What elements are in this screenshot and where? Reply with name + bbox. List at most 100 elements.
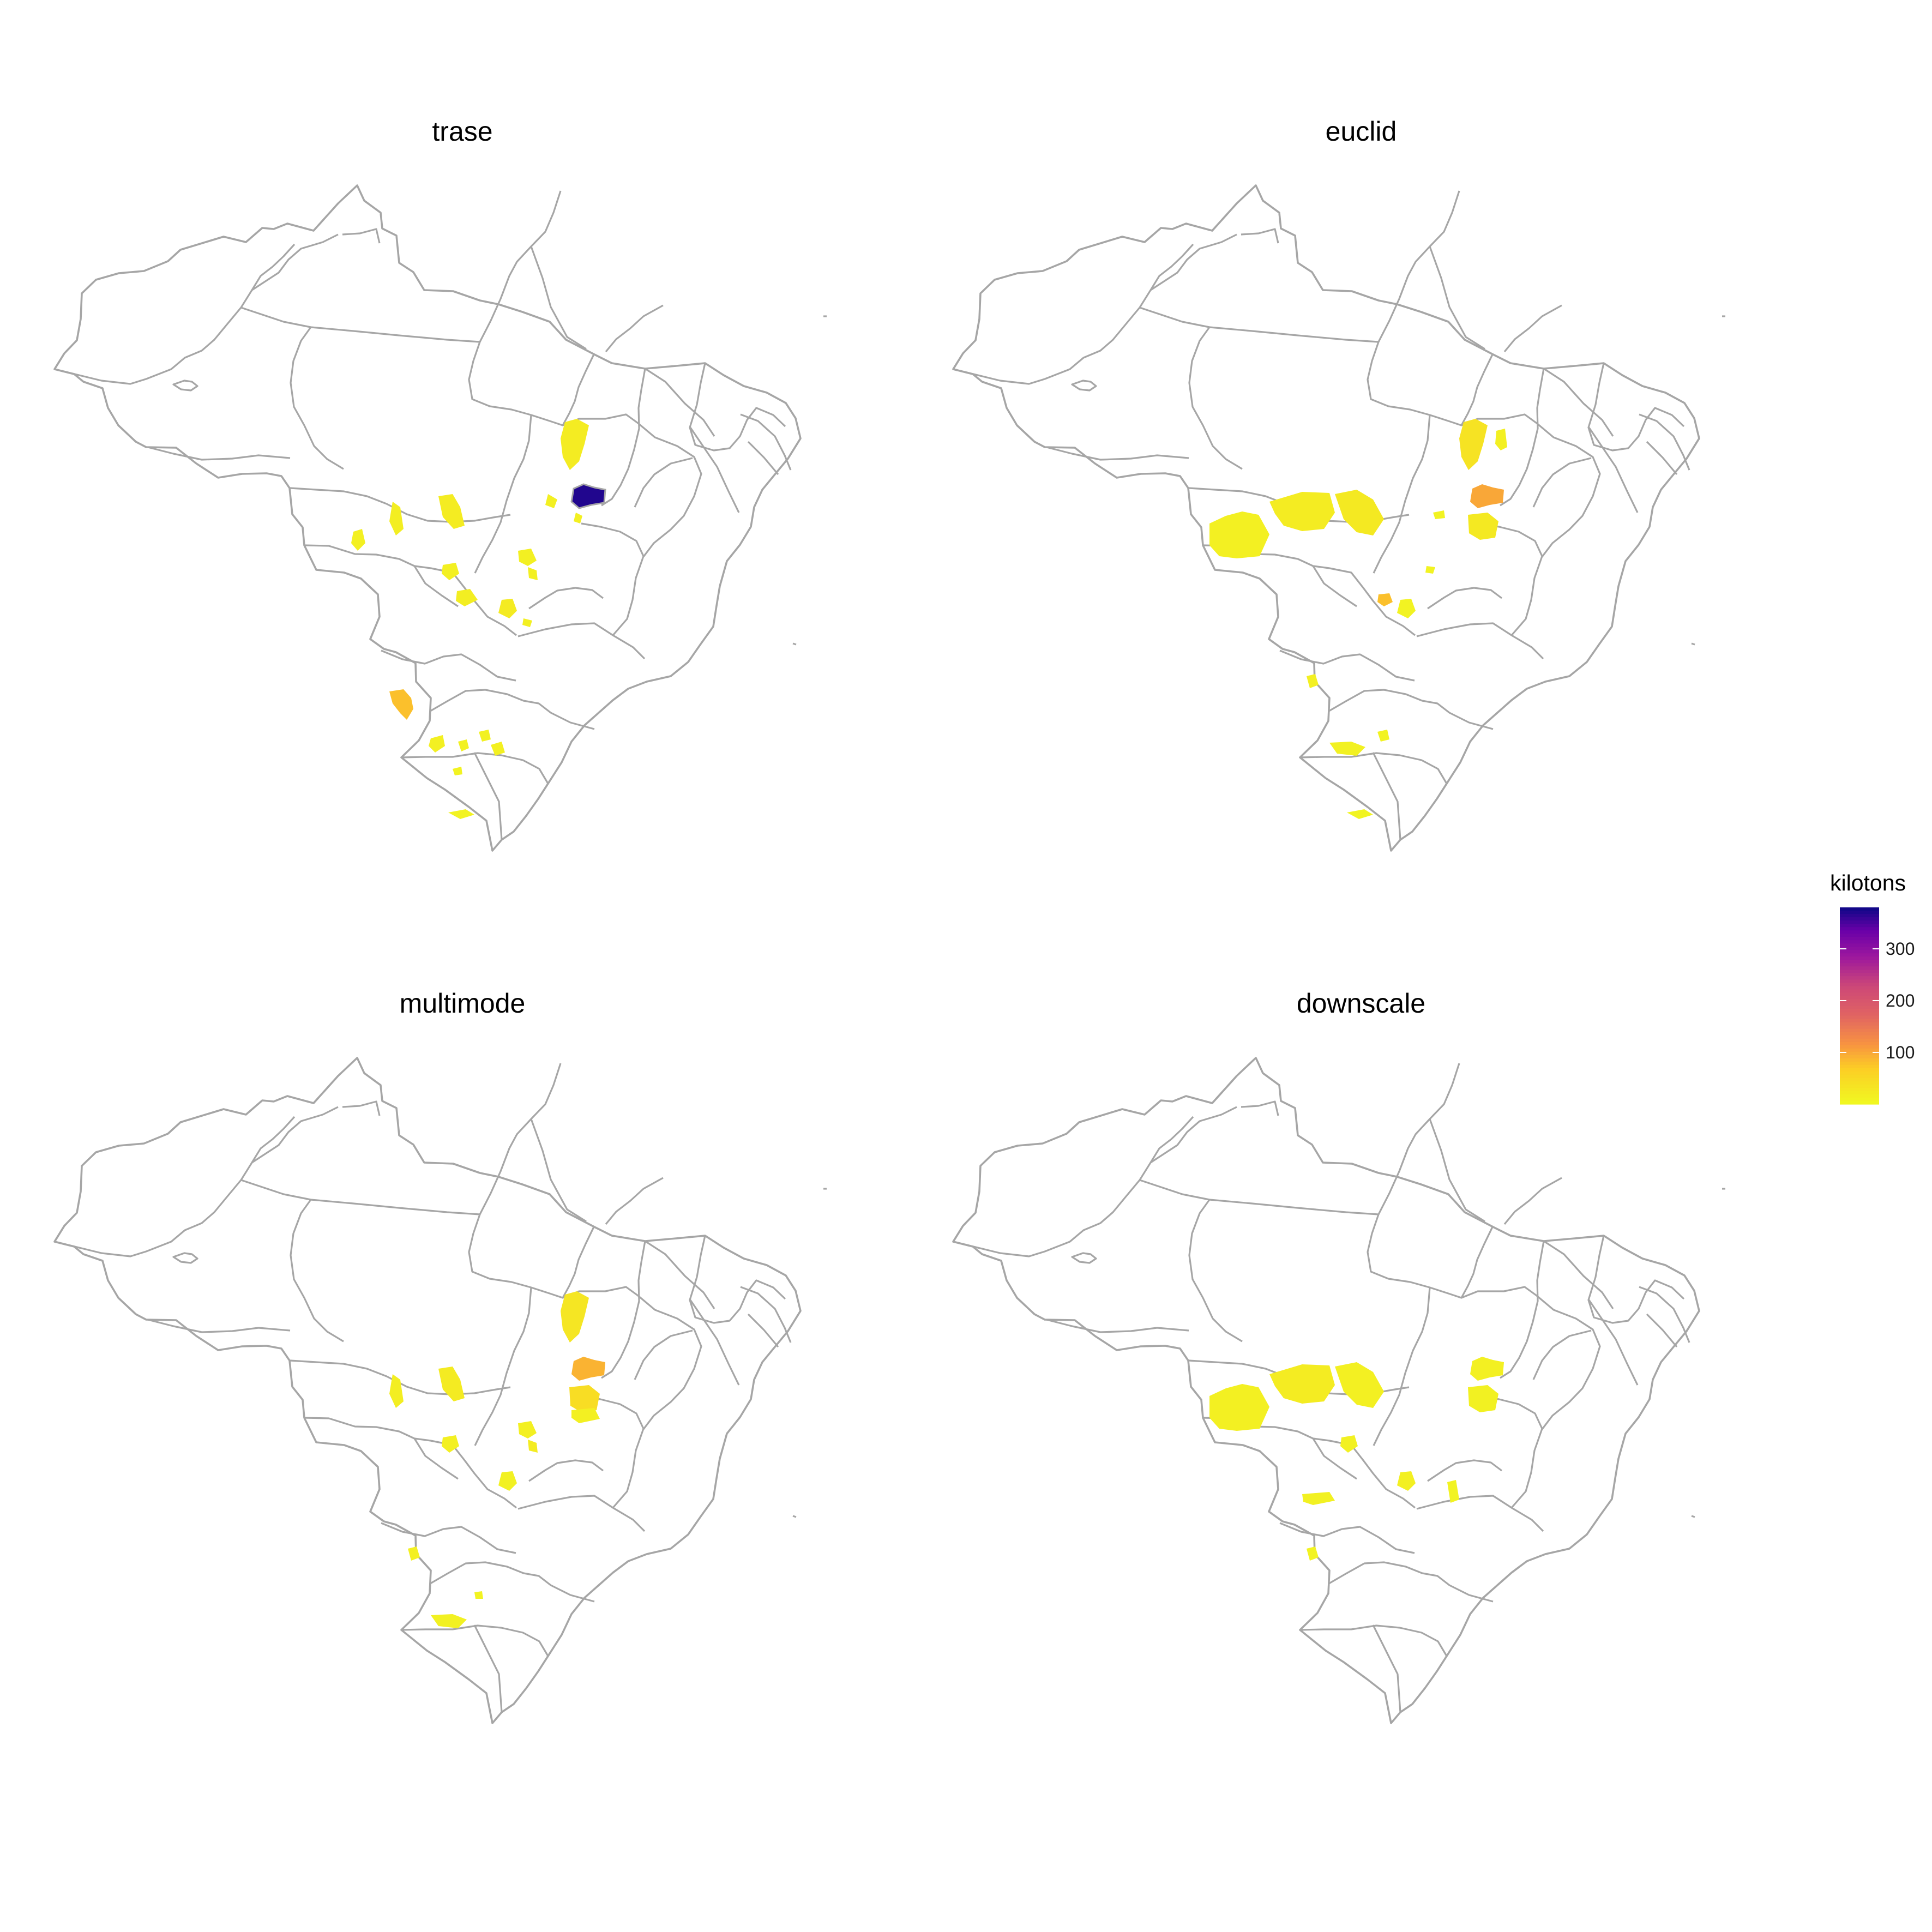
region-tocantins-north xyxy=(561,1291,589,1343)
region-parana-south xyxy=(453,767,462,775)
map-panel-multimode xyxy=(53,1057,828,1724)
region-mato-grosso-north xyxy=(389,1374,404,1408)
region-mato-grosso-northwest xyxy=(351,529,365,551)
brazil-state-outlines xyxy=(53,184,828,852)
legend-tick-label: 300 xyxy=(1886,939,1915,959)
region-mato-grosso-do-sul-center xyxy=(1307,1546,1319,1561)
legend-color-step xyxy=(1840,973,1879,977)
region-goias-southwest xyxy=(456,589,478,606)
legend-color-step xyxy=(1840,953,1879,957)
legend-color-step xyxy=(1840,1091,1879,1095)
region-bahia-west-far-south xyxy=(571,1408,600,1423)
legend-title: kilotons xyxy=(1830,870,1906,895)
legend-color-step xyxy=(1840,999,1879,1003)
region-bahia-west-barreiras xyxy=(1470,1357,1504,1381)
legend-tick-label: 200 xyxy=(1886,991,1915,1010)
legend: kilotons 100 200 300 xyxy=(1830,870,1915,1105)
legend-color-step xyxy=(1840,1074,1879,1079)
legend-color-step xyxy=(1840,1042,1879,1046)
region-bahia-west-barreiras xyxy=(1470,484,1504,508)
legend-color-step xyxy=(1840,1015,1879,1020)
legend-color-step xyxy=(1840,1035,1879,1039)
region-mato-grosso-northeast xyxy=(438,1367,465,1401)
region-parana-center xyxy=(1377,730,1389,742)
legend-color-step xyxy=(1840,956,1879,960)
legend-color-step xyxy=(1840,924,1879,928)
legend-color-step xyxy=(1840,911,1879,914)
legend-color-step xyxy=(1840,1078,1879,1082)
legend-ticks: 100 200 300 xyxy=(1840,939,1915,1062)
region-mato-grosso-south xyxy=(1340,1435,1358,1453)
facet-title-multimode: multimode xyxy=(400,988,526,1019)
region-layer xyxy=(351,419,606,819)
region-parana-west xyxy=(431,1614,467,1628)
brazil-state-outlines xyxy=(952,1057,1726,1724)
region-tocantins-south-small xyxy=(1425,566,1435,574)
region-parana-north xyxy=(474,1591,483,1599)
legend-color-step xyxy=(1840,1032,1879,1036)
region-parana-center xyxy=(479,730,491,742)
region-tocantins-east-small xyxy=(1433,510,1445,519)
region-mato-grosso-east xyxy=(1335,1362,1384,1408)
region-mato-grosso-do-sul-center xyxy=(1307,674,1319,688)
legend-color-step xyxy=(1840,1048,1879,1052)
region-goias-north xyxy=(518,549,537,566)
map-panel-euclid xyxy=(952,184,1726,852)
region-goias-east xyxy=(1447,1480,1459,1503)
region-maranhao-south xyxy=(1495,429,1507,450)
legend-color-step xyxy=(1840,1006,1879,1010)
legend-color-step xyxy=(1840,927,1879,931)
legend-color-step xyxy=(1840,992,1879,997)
map-panel-downscale xyxy=(952,1057,1726,1724)
region-parana-west xyxy=(1329,742,1365,756)
legend-color-step xyxy=(1840,1019,1879,1023)
region-goias-south xyxy=(1397,599,1416,618)
legend-color-step xyxy=(1840,1055,1879,1059)
region-bahia-west-barreiras xyxy=(571,1357,605,1381)
legend-color-step xyxy=(1840,1061,1879,1066)
region-rio-grande-do-sul-north xyxy=(448,809,474,819)
map-panel-trase xyxy=(53,184,828,852)
region-tocantins-south xyxy=(574,513,582,523)
region-goias-center xyxy=(528,567,538,580)
legend-color-step xyxy=(1840,950,1879,954)
legend-color-step xyxy=(1840,930,1879,934)
region-tocantins-north xyxy=(561,419,589,470)
legend-color-step xyxy=(1840,1028,1879,1033)
legend-color-step xyxy=(1840,1002,1879,1007)
region-parana-east xyxy=(491,742,505,756)
legend-color-step xyxy=(1840,917,1879,921)
facet-title-euclid: euclid xyxy=(1326,116,1397,147)
region-goias-north xyxy=(518,1421,537,1439)
region-bahia-west-south xyxy=(569,1385,600,1412)
region-goias-south xyxy=(498,1471,517,1491)
legend-color-step xyxy=(1840,966,1879,970)
legend-color-step xyxy=(1840,934,1879,937)
legend-color-step xyxy=(1840,1084,1879,1088)
legend-color-step xyxy=(1840,1097,1879,1102)
region-mato-grosso-do-sul-south xyxy=(389,689,413,720)
legend-color-step xyxy=(1840,986,1879,990)
region-goias-west xyxy=(1377,593,1393,606)
legend-color-step xyxy=(1840,963,1879,967)
region-goias-south xyxy=(1397,1471,1416,1491)
region-mato-grosso-north xyxy=(389,502,404,535)
region-bahia-west-south xyxy=(1468,1385,1498,1412)
legend-color-step xyxy=(1840,960,1879,964)
legend-color-step xyxy=(1840,1081,1879,1085)
region-mato-grosso-northeast xyxy=(438,494,465,529)
legend-color-step xyxy=(1840,996,1879,1000)
region-tocantins-north xyxy=(1459,419,1488,470)
legend-color-step xyxy=(1840,943,1879,947)
facet-title-trase: trase xyxy=(432,116,492,147)
region-parana-west-2 xyxy=(458,739,469,751)
region-mato-grosso-do-sul-center xyxy=(408,1546,420,1561)
legend-color-step xyxy=(1840,970,1879,973)
legend-color-step xyxy=(1840,1038,1879,1043)
region-mato-grosso-east xyxy=(1335,490,1384,535)
legend-color-step xyxy=(1840,976,1879,980)
legend-color-step xyxy=(1840,1100,1879,1105)
legend-color-step xyxy=(1840,1071,1879,1075)
region-layer xyxy=(389,1291,605,1628)
legend-color-step xyxy=(1840,1064,1879,1069)
